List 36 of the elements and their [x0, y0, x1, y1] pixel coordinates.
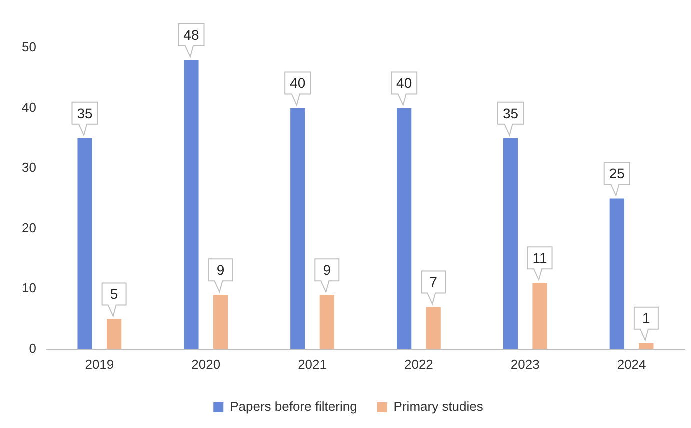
data-label: 35	[77, 105, 94, 122]
bar	[184, 60, 199, 350]
bar	[532, 283, 548, 350]
data-label: 48	[184, 26, 200, 43]
bar	[610, 198, 624, 350]
bar	[639, 343, 654, 350]
data-label: 11	[532, 250, 548, 266]
data-label: 40	[290, 75, 306, 92]
y-tick-label: 30	[22, 160, 36, 176]
data-label: 1	[642, 310, 651, 326]
y-tick-label: 0	[29, 340, 36, 356]
y-tick-label: 20	[22, 220, 36, 236]
x-tick-label: 2022	[404, 356, 434, 372]
y-tick-label: 40	[22, 100, 36, 115]
data-label: 5	[110, 286, 118, 302]
data-label: 9	[216, 262, 225, 278]
bar	[290, 108, 306, 350]
y-tick-label: 50	[22, 40, 36, 55]
bar	[396, 108, 412, 350]
x-tick-label: 2024	[617, 356, 646, 372]
data-label: 9	[323, 262, 332, 278]
legend-label: Papers before filtering	[230, 399, 358, 414]
x-tick-label: 2019	[85, 356, 114, 372]
data-label: 7	[430, 274, 438, 290]
bar	[213, 295, 228, 350]
y-tick-label: 10	[22, 280, 36, 296]
bar	[426, 307, 441, 350]
bar	[106, 319, 122, 350]
data-label: 35	[502, 105, 519, 122]
x-tick-label: 2021	[298, 356, 327, 372]
x-tick-label: 2020	[192, 356, 221, 372]
x-tick-label: 2023	[510, 356, 540, 372]
data-label: 25	[609, 166, 626, 182]
data-label: 40	[396, 75, 412, 92]
bar	[320, 295, 334, 350]
legend-label: Primary studies	[394, 399, 484, 414]
